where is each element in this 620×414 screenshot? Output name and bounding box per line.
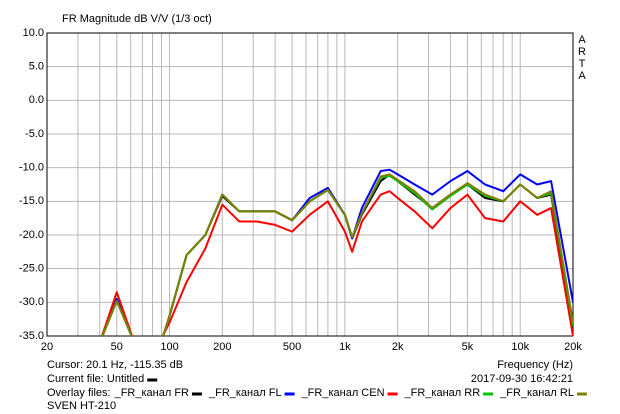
y-tick-label: 10.0: [23, 27, 44, 39]
x-tick-label: 500: [283, 341, 301, 353]
watermark: ARTA: [576, 34, 588, 82]
plot-border: [46, 32, 574, 337]
y-tick-label: -15.0: [19, 195, 44, 207]
x-tick-label: 1k: [339, 341, 351, 353]
current-file: Current file: Untitled: [47, 373, 144, 385]
y-tick-label: -25.0: [19, 263, 44, 275]
legend-label: _FR_канал FL: [208, 387, 282, 399]
x-tick-label: 20: [41, 341, 53, 353]
x-tick-label: 2k: [392, 341, 404, 353]
y-tick-label: -35.0: [19, 330, 44, 342]
y-tick-label: 5.0: [29, 61, 44, 73]
chart-title: FR Magnitude dB V/V (1/3 oct): [62, 13, 212, 25]
series-line: [101, 173, 573, 336]
x-axis-label: Frequency (Hz): [497, 359, 573, 371]
y-tick-label: -20.0: [19, 229, 44, 241]
x-tick-label: 100: [160, 341, 178, 353]
legend-label: _FR_канал RR: [404, 387, 481, 399]
legend-label: _FR_канал RL: [499, 387, 574, 399]
x-tick-label: 5k: [462, 341, 474, 353]
y-tick-label: -10.0: [19, 162, 44, 174]
legend-label: _FR_канал FR: [114, 387, 189, 399]
x-tick-label: 20k: [564, 341, 582, 353]
series-line: [100, 190, 573, 336]
series-group: [100, 168, 573, 336]
y-tick-label: -5.0: [25, 128, 44, 140]
y-tick-label: -30.0: [19, 296, 44, 308]
timestamp: 2017-09-30 16:42:21: [471, 373, 573, 385]
plot-area: [47, 33, 573, 336]
overlay-label: Overlay files:: [47, 387, 111, 399]
cursor-readout: Cursor: 20.1 Hz, -115.35 dB: [47, 359, 183, 371]
y-tick-label: 0.0: [29, 94, 44, 106]
x-tick-label: 50: [111, 341, 123, 353]
device-name: SVEN HT-210: [47, 400, 116, 412]
x-tick-label: 10k: [511, 341, 529, 353]
x-tick-label: 200: [213, 341, 231, 353]
legend-label: _FR_канал CEN: [301, 387, 385, 399]
